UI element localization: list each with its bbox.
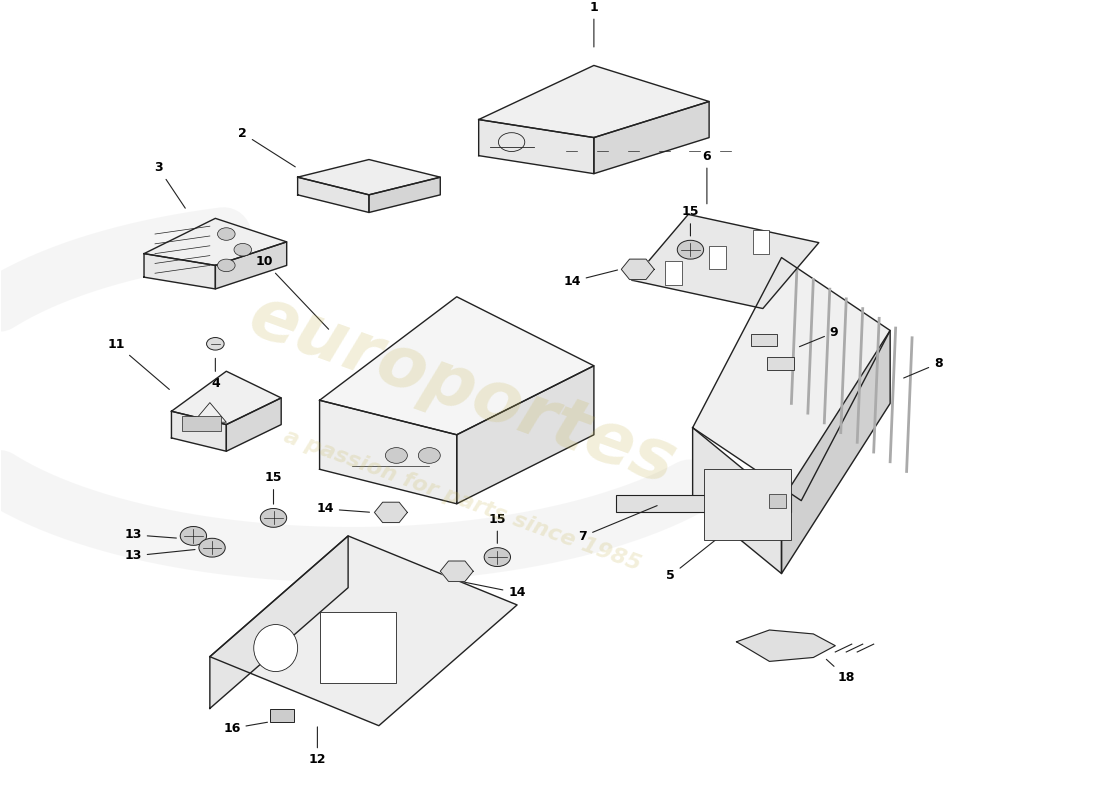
Polygon shape (320, 297, 594, 434)
Text: europortes: europortes (240, 282, 685, 500)
Polygon shape (172, 411, 227, 451)
Polygon shape (210, 536, 348, 709)
Circle shape (207, 338, 224, 350)
Circle shape (218, 228, 235, 240)
Text: 10: 10 (256, 255, 329, 330)
Polygon shape (781, 330, 890, 574)
Polygon shape (693, 428, 781, 574)
Polygon shape (374, 502, 407, 522)
Polygon shape (737, 630, 835, 662)
Text: 2: 2 (239, 127, 295, 167)
Polygon shape (227, 398, 282, 451)
Text: 6: 6 (703, 150, 712, 204)
Polygon shape (594, 102, 710, 174)
Text: 15: 15 (682, 206, 700, 236)
Text: 14: 14 (317, 502, 370, 515)
Circle shape (678, 240, 704, 259)
Bar (704, 470, 791, 540)
Polygon shape (298, 177, 368, 213)
Text: 13: 13 (124, 528, 176, 542)
Circle shape (218, 259, 235, 272)
Bar (769, 494, 785, 509)
Text: 14: 14 (563, 270, 617, 288)
Polygon shape (621, 259, 654, 279)
Bar (767, 357, 793, 370)
Circle shape (261, 509, 287, 527)
Polygon shape (478, 66, 710, 138)
Circle shape (180, 526, 207, 546)
Polygon shape (456, 366, 594, 504)
Circle shape (418, 448, 440, 463)
Circle shape (385, 448, 407, 463)
Bar (271, 710, 295, 722)
Text: 5: 5 (667, 534, 724, 582)
Bar (616, 495, 791, 512)
Text: a passion for parts since 1985: a passion for parts since 1985 (280, 426, 644, 574)
Text: 8: 8 (904, 357, 943, 378)
Polygon shape (298, 159, 440, 195)
Polygon shape (210, 536, 517, 726)
Text: 4: 4 (211, 358, 220, 390)
Polygon shape (172, 371, 282, 425)
Polygon shape (478, 119, 594, 174)
Text: 14: 14 (460, 581, 526, 599)
Polygon shape (368, 177, 440, 213)
Bar (751, 334, 777, 346)
Text: 1: 1 (590, 1, 598, 47)
Polygon shape (693, 258, 890, 501)
Text: 3: 3 (154, 162, 185, 208)
Text: 15: 15 (265, 471, 283, 504)
Polygon shape (440, 561, 473, 582)
Text: 13: 13 (124, 550, 195, 562)
Polygon shape (144, 254, 216, 289)
Circle shape (484, 548, 510, 566)
Text: 15: 15 (488, 513, 506, 543)
Polygon shape (632, 214, 818, 309)
Bar (710, 246, 726, 270)
Polygon shape (320, 400, 456, 504)
Ellipse shape (254, 625, 298, 671)
Circle shape (234, 243, 252, 256)
Text: 11: 11 (108, 338, 169, 390)
Text: 9: 9 (800, 326, 838, 346)
Text: 16: 16 (223, 722, 267, 735)
Polygon shape (144, 218, 287, 266)
Bar (320, 612, 396, 682)
Bar (754, 230, 769, 254)
Text: 18: 18 (826, 659, 855, 684)
Polygon shape (216, 242, 287, 289)
Text: 12: 12 (309, 727, 326, 766)
Circle shape (199, 538, 226, 557)
Text: 7: 7 (579, 506, 657, 543)
Bar (666, 262, 682, 285)
Bar (183, 415, 221, 431)
